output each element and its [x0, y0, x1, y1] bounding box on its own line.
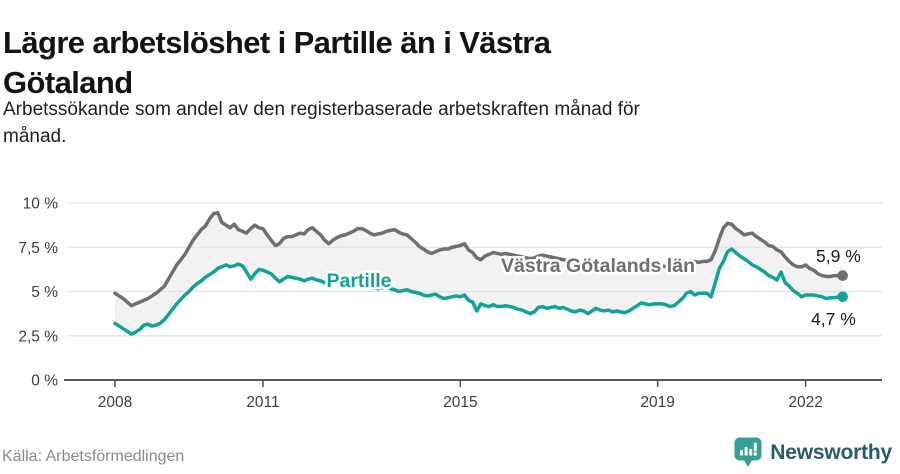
y-tick-label: 10 %	[23, 196, 59, 213]
series-band-fill	[115, 212, 843, 334]
chart-subtitle-line2: månad.	[3, 125, 67, 147]
x-tick-label: 2011	[246, 394, 279, 411]
y-tick-label: 2,5 %	[18, 328, 58, 345]
x-tick-label: 2015	[443, 394, 477, 411]
series-line-partille	[113, 247, 845, 336]
source-caption: Källa: Arbetsförmedlingen	[2, 448, 185, 465]
series-line-vastra-gotaland	[113, 210, 845, 308]
y-tick-label: 0 %	[31, 373, 58, 390]
y-tick-label: 5 %	[31, 284, 58, 301]
y-tick-label: 7,5 %	[18, 240, 58, 257]
chart-subtitle: Arbetssökande som andel av den registerb…	[3, 97, 640, 151]
series-label-partille: Partille	[326, 270, 391, 292]
end-value-label-partille: 4,7 %	[811, 309, 856, 329]
end-value-label-vastra-gotaland: 5,9 %	[816, 246, 861, 266]
newsworthy-logo[interactable]: Newsworthy	[734, 437, 892, 468]
series-label-vastra-gotaland: Västra Götalands län	[501, 255, 695, 277]
page-title-line1: Lägre arbetslöshet i Partille än i Västr…	[3, 24, 551, 60]
page-title: Lägre arbetslöshet i Partille än i Västr…	[3, 23, 551, 104]
chart-subtitle-line1: Arbetssökande som andel av den registerb…	[3, 99, 640, 120]
series-end-dot-partille	[837, 291, 848, 303]
newsworthy-wordmark: Newsworthy	[770, 440, 892, 464]
x-tick-label: 2019	[640, 394, 674, 411]
x-tick-label: 2022	[788, 394, 822, 411]
newsworthy-logo-icon	[734, 437, 762, 467]
x-tick-label: 2008	[98, 394, 132, 411]
page-title-line2: Götaland	[3, 65, 133, 101]
unemployment-line-chart: 2008 2011 2015 2019 2022 0 % 2,5 % 5 % 7,5 % 10 %…	[18, 196, 882, 411]
series-end-dot-vastra-gotaland	[837, 270, 848, 281]
